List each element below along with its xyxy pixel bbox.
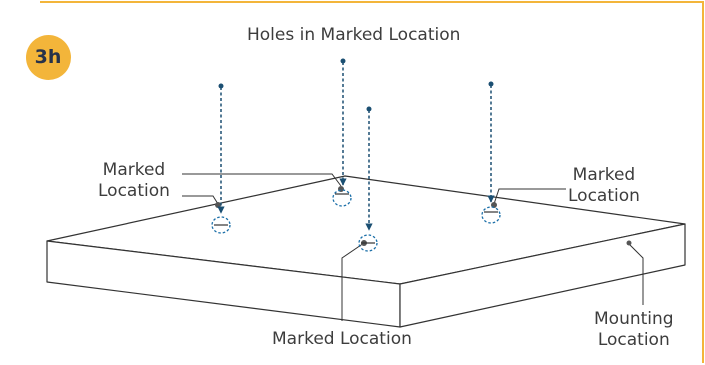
arrow-start-dots <box>218 58 494 112</box>
leader-marked-top <box>182 173 342 187</box>
label-mounting: Mounting Location <box>594 309 674 350</box>
frame-border <box>40 1 704 363</box>
dot-left <box>215 202 221 208</box>
label-marked-left: Marked Location <box>98 160 170 201</box>
label-marked-right: Marked Location <box>568 165 640 206</box>
hole-bottom <box>358 234 378 252</box>
hole-marks <box>214 193 498 244</box>
leader-marked-right <box>493 188 566 205</box>
hole-left <box>211 216 231 234</box>
step-badge: 3h <box>21 30 75 84</box>
label-marked-bottom: Marked Location <box>272 329 412 349</box>
step-badge-label: 3h <box>25 34 71 80</box>
drill-arrows <box>217 62 495 231</box>
hole-top <box>332 189 352 207</box>
leader-marked-left <box>182 195 219 205</box>
hole-right <box>481 206 501 224</box>
dot-mounting <box>626 240 632 246</box>
hole-circles <box>211 189 501 252</box>
leader-lines <box>182 173 644 321</box>
leader-mounting <box>628 243 644 305</box>
leader-marked-bottom <box>341 242 365 321</box>
label-holes: Holes in Marked Location <box>247 25 461 45</box>
